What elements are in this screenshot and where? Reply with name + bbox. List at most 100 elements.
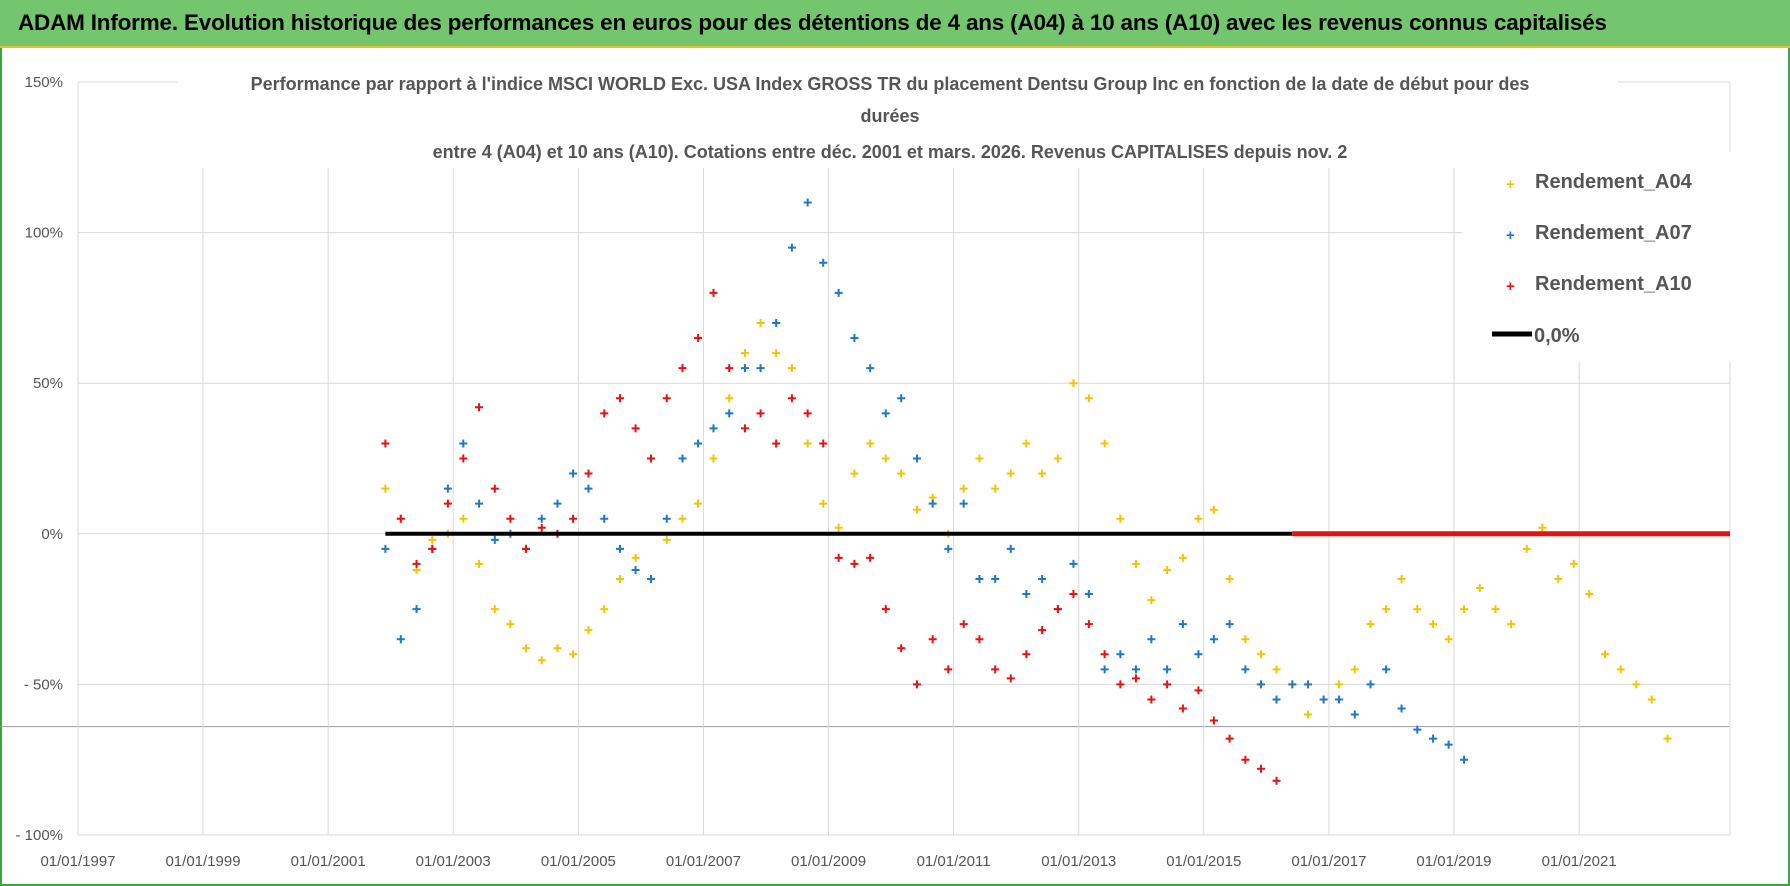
data-point <box>1335 695 1344 704</box>
data-point <box>866 553 875 562</box>
data-point <box>1522 544 1531 553</box>
data-point <box>1647 695 1656 704</box>
data-point <box>1256 650 1265 659</box>
data-point <box>725 364 734 373</box>
data-point <box>662 514 671 523</box>
data-point <box>834 288 843 297</box>
legend-marker-a04: + <box>1506 176 1515 193</box>
data-point <box>615 544 624 553</box>
data-point <box>1131 674 1140 683</box>
legend-label-a07: Rendement_A07 <box>1535 222 1692 244</box>
data-point <box>678 454 687 463</box>
data-point <box>1209 505 1218 514</box>
data-point <box>850 334 859 343</box>
data-point <box>897 469 906 478</box>
x-tick-label: 01/01/2015 <box>1166 853 1241 870</box>
data-point <box>1256 680 1265 689</box>
data-point <box>1444 635 1453 644</box>
data-point <box>881 454 890 463</box>
data-point <box>944 665 953 674</box>
x-tick-label: 01/01/2017 <box>1291 853 1366 870</box>
data-point <box>1225 574 1234 583</box>
data-point <box>1147 635 1156 644</box>
data-point <box>1022 590 1031 599</box>
y-tick-label: 100% <box>25 225 63 242</box>
data-point <box>772 349 781 358</box>
x-tick-label: 01/01/2019 <box>1416 853 1491 870</box>
data-point <box>1069 379 1078 388</box>
data-point <box>584 484 593 493</box>
data-point <box>1444 740 1453 749</box>
data-point <box>1366 680 1375 689</box>
data-point <box>1507 620 1516 629</box>
x-tick-label: 01/01/2003 <box>416 853 491 870</box>
data-point <box>912 454 921 463</box>
data-point <box>1225 620 1234 629</box>
data-point <box>834 553 843 562</box>
data-point <box>850 469 859 478</box>
data-point <box>991 665 1000 674</box>
data-point <box>787 364 796 373</box>
data-point <box>897 394 906 403</box>
data-point <box>1084 590 1093 599</box>
data-point <box>1147 596 1156 605</box>
data-point <box>600 605 609 614</box>
data-point <box>615 394 624 403</box>
data-point <box>475 559 484 568</box>
data-point <box>866 439 875 448</box>
data-point <box>412 605 421 614</box>
data-point <box>1178 553 1187 562</box>
data-point <box>819 439 828 448</box>
data-point <box>1038 574 1047 583</box>
data-point <box>1585 590 1594 599</box>
data-point <box>1006 674 1015 683</box>
data-point <box>1350 710 1359 719</box>
legend-label-a04: Rendement_A04 <box>1535 171 1693 193</box>
data-point <box>569 469 578 478</box>
chart-title-line-1: Performance par rapport à l'indice MSCI … <box>251 74 1530 94</box>
data-point <box>459 439 468 448</box>
data-point <box>584 626 593 635</box>
data-point <box>615 574 624 583</box>
legend-label-a10: Rendement_A10 <box>1535 273 1692 295</box>
series-2 <box>381 288 1281 785</box>
data-point <box>866 364 875 373</box>
data-point <box>381 439 390 448</box>
x-tick-label: 01/01/2005 <box>541 853 616 870</box>
data-point <box>1100 665 1109 674</box>
data-point <box>600 409 609 418</box>
data-point <box>959 499 968 508</box>
data-point <box>537 523 546 532</box>
data-point <box>1600 650 1609 659</box>
plot-area <box>381 198 1730 785</box>
x-tick-label: 01/01/1999 <box>165 853 240 870</box>
data-point <box>521 644 530 653</box>
data-point <box>1413 725 1422 734</box>
data-point <box>819 258 828 267</box>
data-point <box>1304 680 1313 689</box>
data-point <box>381 484 390 493</box>
x-tick-label: 01/01/2013 <box>1041 853 1116 870</box>
data-point <box>506 620 515 629</box>
data-point <box>740 349 749 358</box>
legend-marker-a07: + <box>1506 227 1515 244</box>
data-point <box>709 454 718 463</box>
data-point <box>490 535 499 544</box>
data-point <box>1006 544 1015 553</box>
x-tick-label: 01/01/2021 <box>1542 853 1617 870</box>
data-point <box>725 394 734 403</box>
data-point <box>1147 695 1156 704</box>
legend-marker-a10: + <box>1506 278 1515 295</box>
data-point <box>756 409 765 418</box>
data-point <box>959 620 968 629</box>
chart-title: Performance par rapport à l'indice MSCI … <box>178 64 1618 168</box>
data-point <box>1272 776 1281 785</box>
data-point <box>600 514 609 523</box>
chart-title-line-3: entre 4 (A04) et 10 ans (A10). Cotations… <box>433 142 1348 162</box>
series-1 <box>381 198 1469 764</box>
data-point <box>1413 605 1422 614</box>
data-point <box>1163 665 1172 674</box>
data-point <box>646 454 655 463</box>
data-point <box>975 454 984 463</box>
data-point <box>1288 680 1297 689</box>
